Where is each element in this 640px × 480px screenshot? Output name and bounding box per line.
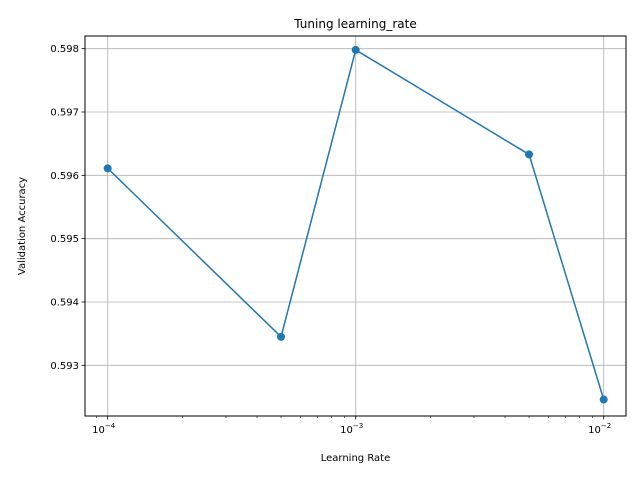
ticks: 10−4 10−3 10−2 0.593 0.594 0.595 0.596 0.597 0.5… [50, 44, 611, 436]
x-axis-title: Learning Rate [321, 453, 391, 464]
y-tick-label: 0.598 [50, 44, 79, 55]
x-tick-label: 10−2 [588, 422, 611, 436]
y-tick-label: 0.593 [50, 361, 79, 372]
data-point [103, 164, 112, 173]
x-tick-label: 10−3 [340, 422, 363, 436]
data-point [525, 150, 534, 159]
data-point [599, 395, 608, 404]
y-tick-label: 0.596 [50, 171, 79, 182]
data-point [351, 45, 360, 54]
series-layer [103, 45, 608, 404]
y-tick-label: 0.594 [50, 298, 79, 309]
x-tick-label: 10−4 [92, 422, 116, 436]
chart-title: Tuning learning_rate [293, 17, 416, 31]
data-point [277, 332, 286, 341]
y-tick-label: 0.595 [50, 234, 79, 245]
y-axis-title: Validation Accuracy [17, 177, 28, 275]
y-tick-label: 0.597 [50, 108, 79, 119]
